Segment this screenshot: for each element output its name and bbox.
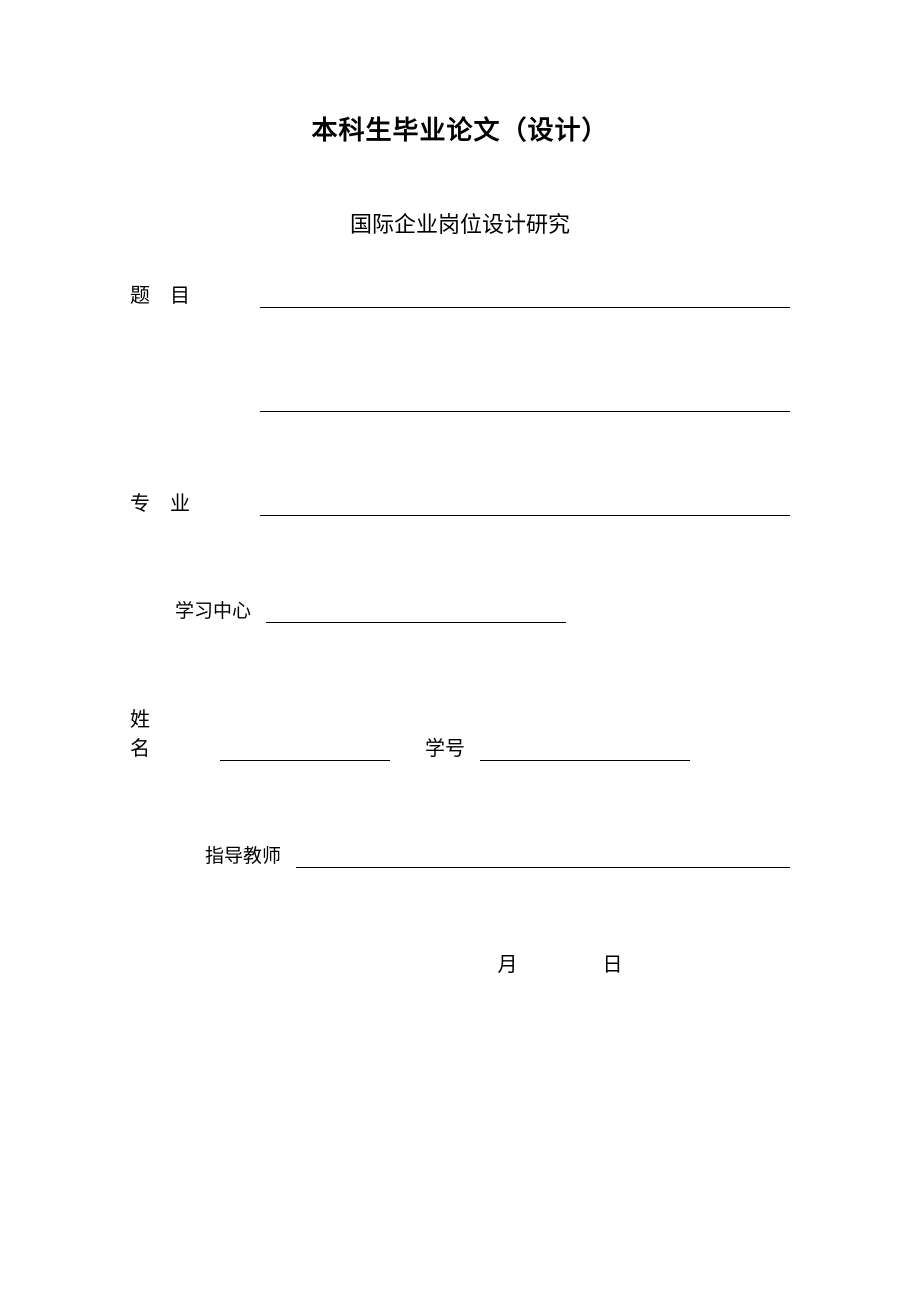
name-underline: [220, 737, 390, 761]
main-title: 本科生毕业论文（设计）: [130, 110, 790, 147]
title-underline-1: [260, 284, 790, 308]
subtitle: 国际企业岗位设计研究: [130, 207, 790, 239]
date-row: 月 日: [330, 948, 790, 977]
month-label: 月: [498, 954, 518, 976]
name-label: 姓 名: [130, 703, 210, 761]
learning-center-row: 学习中心: [175, 596, 790, 623]
major-underline: [260, 492, 790, 516]
student-id-underline: [480, 737, 690, 761]
title-underline-2: [260, 388, 790, 412]
name-id-row: 姓 名 学号: [130, 703, 790, 761]
advisor-row: 指导教师: [205, 841, 790, 868]
learning-center-underline: [266, 599, 566, 623]
title-field-row: 题 目: [130, 279, 790, 308]
advisor-label: 指导教师: [205, 841, 281, 868]
major-field-row: 专 业: [130, 487, 790, 516]
thesis-cover-page: 本科生毕业论文（设计） 国际企业岗位设计研究 题 目 专 业 学习中心 姓 名 …: [0, 0, 920, 977]
learning-center-label: 学习中心: [175, 596, 251, 623]
title-field-row-2: [260, 388, 790, 412]
day-label: 日: [603, 954, 623, 976]
advisor-underline: [296, 844, 790, 868]
major-label: 专 业: [130, 487, 230, 516]
title-label: 题 目: [130, 279, 230, 308]
student-id-label: 学号: [425, 732, 465, 761]
